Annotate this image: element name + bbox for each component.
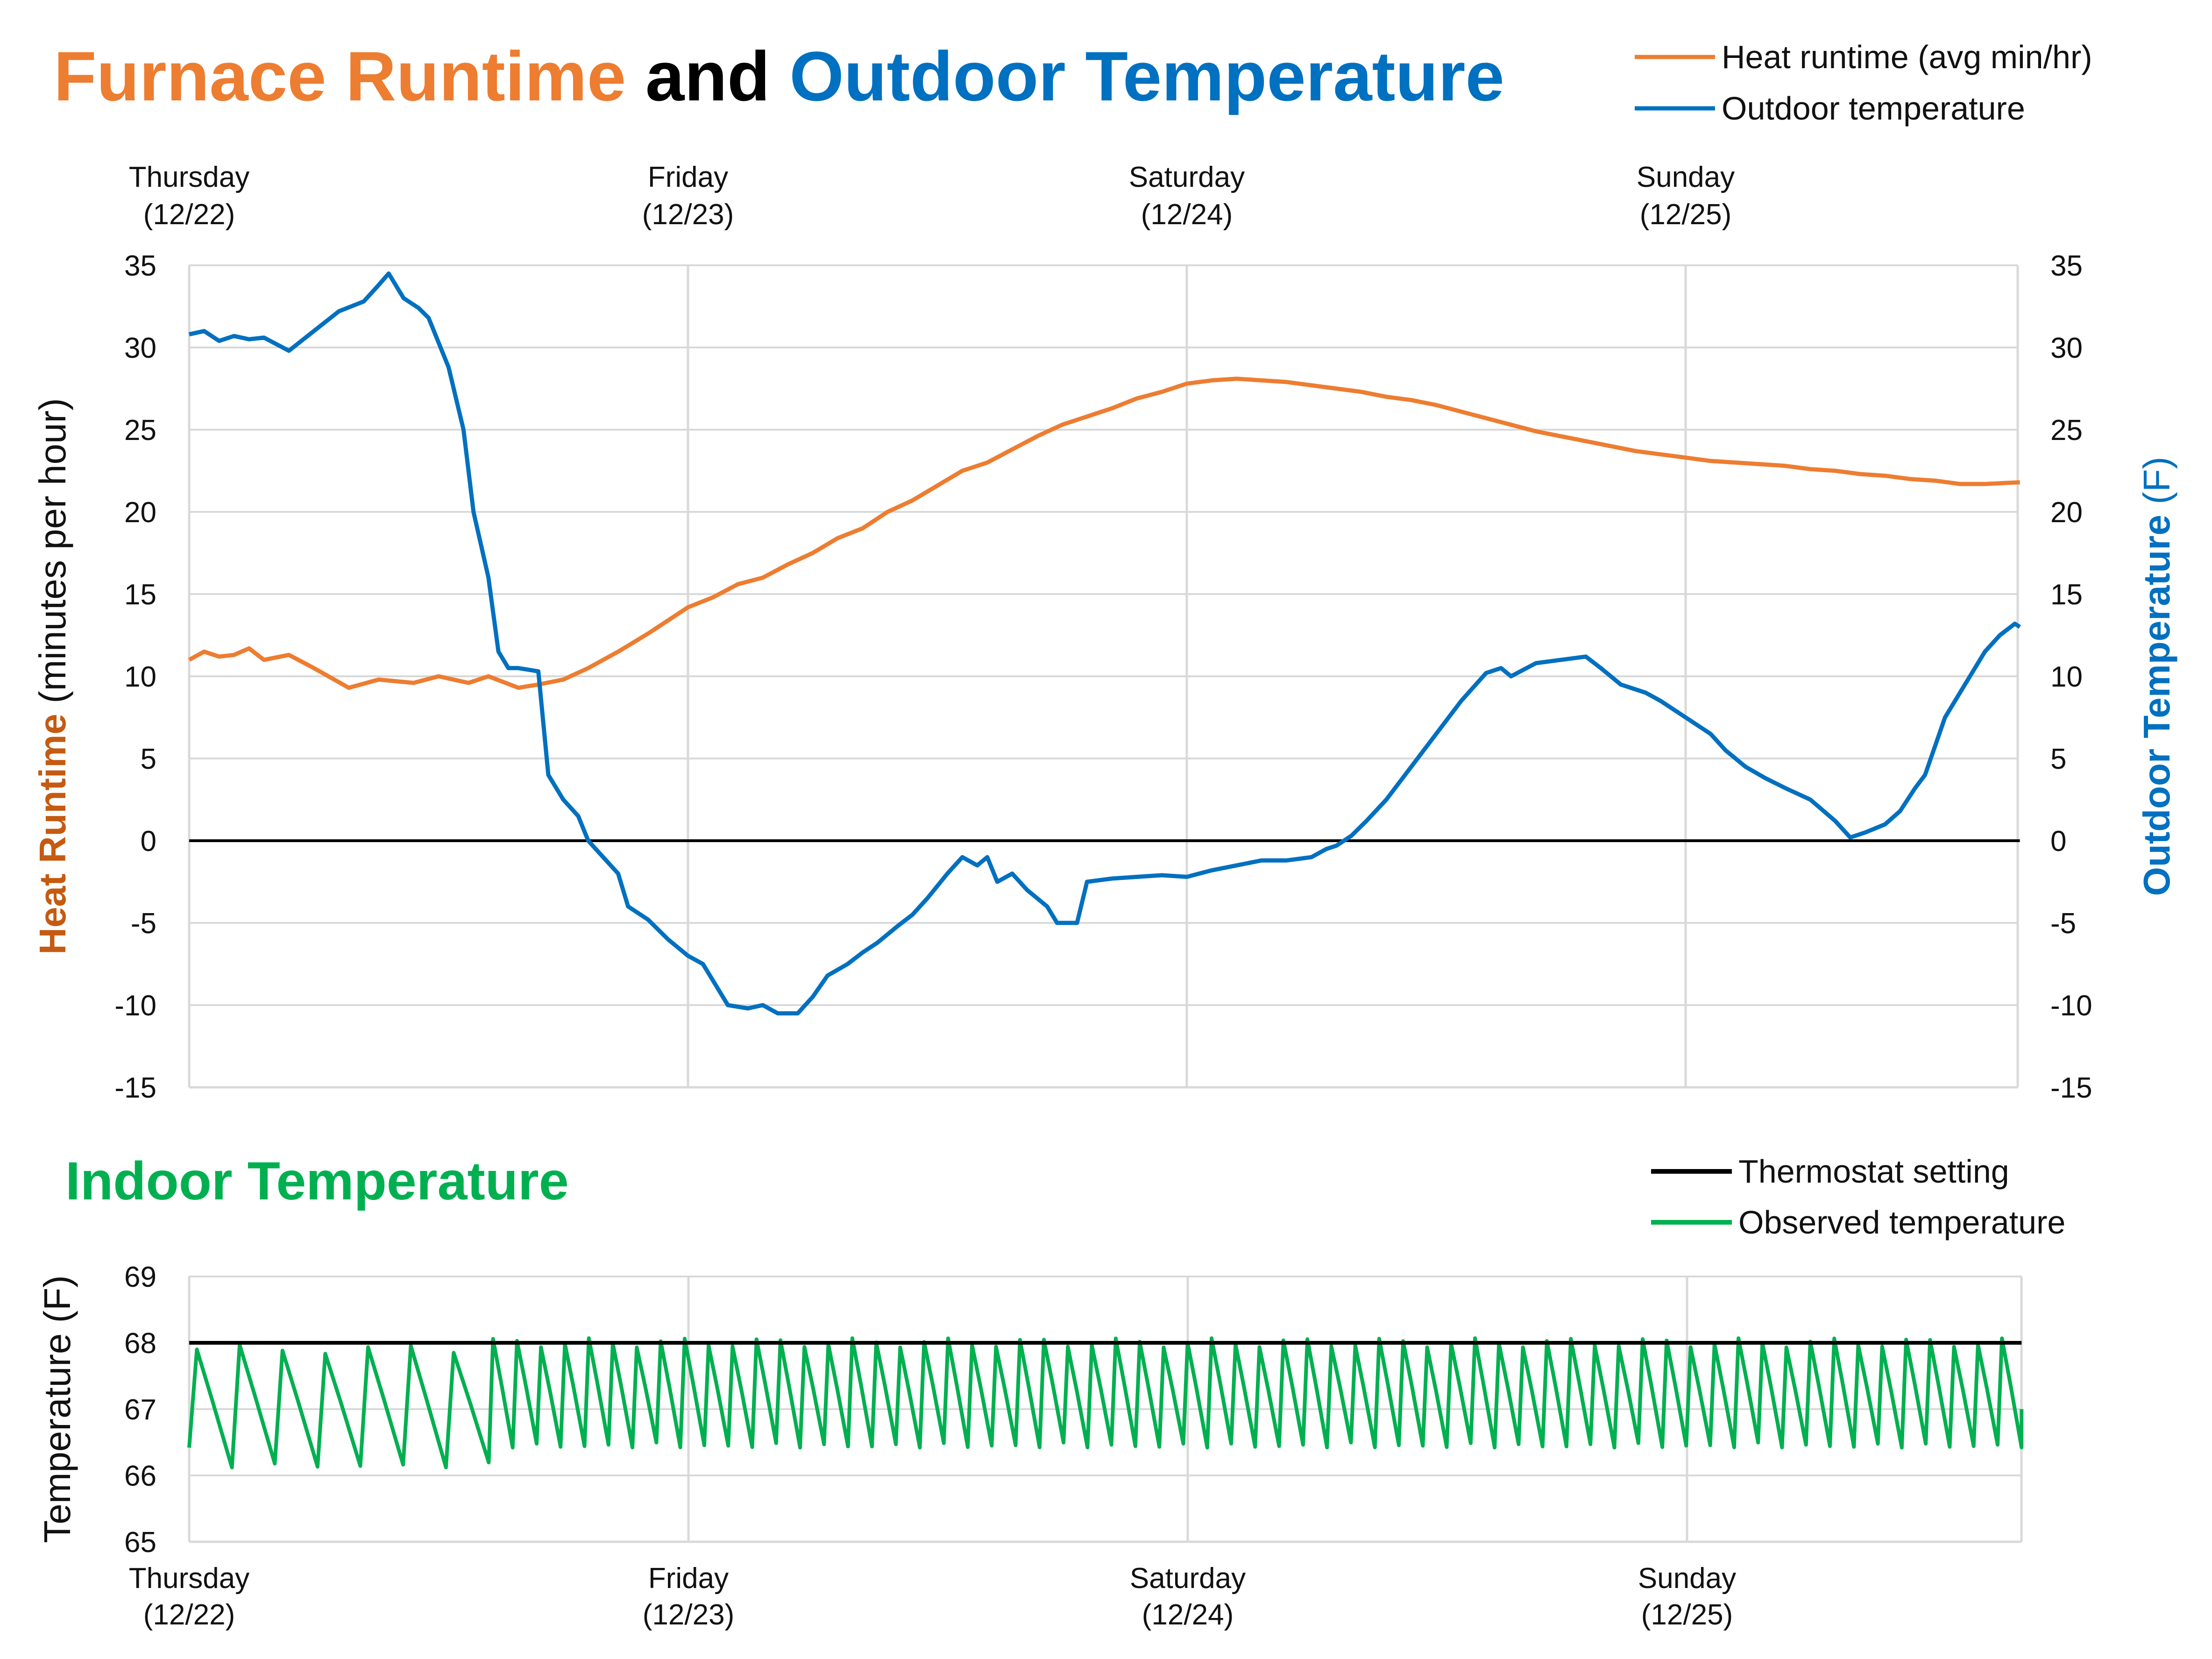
left-tick-10: 10 — [124, 661, 156, 693]
left-tick-25: 25 — [124, 414, 156, 447]
day-label-sunday-bottom: Sunday — [1638, 1562, 1736, 1595]
right-tick-0: 0 — [2050, 825, 2066, 858]
right-axis-title-rest: (F) — [2136, 457, 2177, 515]
bottom-tick-66: 66 — [124, 1460, 156, 1492]
left-tick-m5: -5 — [131, 907, 156, 940]
day-label-friday-top: Friday — [648, 161, 728, 193]
title-and: and — [626, 37, 789, 115]
left-axis-title: Heat Runtime (minutes per hour) — [32, 398, 73, 954]
bottom-tick-65: 65 — [124, 1526, 156, 1559]
right-tick-5: 5 — [2050, 743, 2066, 775]
right-axis-title: Outdoor Temperature (F) — [2136, 457, 2177, 896]
date-label-sunday-top: (12/25) — [1640, 199, 1731, 231]
right-tick-15: 15 — [2050, 579, 2083, 611]
right-tick-m10: -10 — [2050, 990, 2092, 1022]
bottom-legend: Thermostat setting Observed temperature — [1651, 1153, 2065, 1241]
right-tick-30: 30 — [2050, 332, 2083, 364]
runtime-series-line — [188, 376, 2020, 690]
left-tick-30: 30 — [124, 332, 156, 364]
left-axis-title-bold: Heat Runtime — [32, 714, 73, 955]
bottom-tick-67: 67 — [124, 1394, 156, 1426]
right-axis-title-bold: Outdoor Temperature — [2136, 515, 2177, 896]
top-left-ticks: 35 30 25 20 15 10 5 0 -5 -10 -15 — [114, 250, 156, 1104]
date-label-friday-top: (12/23) — [642, 199, 734, 231]
right-tick-35: 35 — [2050, 250, 2083, 282]
bottom-plot-grid — [188, 1276, 2023, 1543]
top-right-ticks: 35 30 25 20 15 10 5 0 -5 -10 -15 — [2050, 250, 2092, 1104]
left-tick-m15: -15 — [114, 1072, 156, 1104]
date-label-thursday-top: (12/22) — [143, 199, 235, 231]
legend-label-outdoor: Outdoor temperature — [1722, 90, 2025, 127]
day-label-sunday-top: Sunday — [1637, 161, 1735, 193]
right-tick-m5: -5 — [2050, 907, 2076, 940]
top-legend: Heat runtime (avg min/hr) Outdoor temper… — [1635, 39, 2092, 127]
legend-label-observed: Observed temperature — [1738, 1204, 2065, 1241]
day-label-saturday-top: Saturday — [1129, 161, 1245, 193]
day-label-saturday-bottom: Saturday — [1130, 1562, 1246, 1595]
left-axis-title-rest: (minutes per hour) — [32, 398, 73, 714]
top-day-labels: Thursday (12/22) Friday (12/23) Saturday… — [129, 161, 1735, 231]
title-outdoor: Outdoor Temperature — [789, 37, 1504, 115]
right-tick-10: 10 — [2050, 661, 2083, 693]
right-tick-m15: -15 — [2050, 1072, 2092, 1104]
observed-temperature-line — [187, 1336, 2024, 1469]
bottom-day-labels: Thursday (12/22) Friday (12/23) Saturday… — [129, 1562, 1736, 1631]
bottom-tick-68: 68 — [124, 1327, 156, 1360]
legend-label-thermostat: Thermostat setting — [1738, 1153, 2009, 1190]
left-tick-5: 5 — [141, 743, 156, 775]
outdoor-series-line — [189, 271, 2021, 1016]
left-tick-20: 20 — [124, 496, 156, 529]
day-label-thursday-bottom: Thursday — [129, 1562, 249, 1595]
bottom-axis-title: Temperature (F) — [36, 1275, 78, 1543]
date-label-saturday-top: (12/24) — [1141, 199, 1233, 231]
right-tick-25: 25 — [2050, 414, 2083, 447]
bottom-ticks: 69 68 67 66 65 — [124, 1261, 156, 1559]
left-tick-0: 0 — [141, 825, 156, 858]
bottom-tick-69: 69 — [124, 1261, 156, 1293]
chart-title: Furnace Runtime and Outdoor Temperature — [54, 37, 1504, 115]
day-label-friday-bottom: Friday — [648, 1562, 729, 1595]
date-label-sunday-bottom: (12/25) — [1641, 1599, 1733, 1631]
day-label-thursday-top: Thursday — [129, 161, 249, 193]
indoor-title: Indoor Temperature — [65, 1151, 569, 1211]
left-tick-m10: -10 — [114, 990, 156, 1022]
date-label-saturday-bottom: (12/24) — [1142, 1599, 1234, 1631]
legend-label-runtime: Heat runtime (avg min/hr) — [1722, 39, 2092, 75]
date-label-thursday-bottom: (12/22) — [143, 1599, 235, 1631]
left-tick-15: 15 — [124, 579, 156, 611]
top-plot-grid — [188, 264, 2019, 1089]
left-tick-35: 35 — [124, 250, 156, 282]
title-runtime: Furnace Runtime — [54, 37, 626, 115]
date-label-friday-bottom: (12/23) — [643, 1599, 734, 1631]
right-tick-20: 20 — [2050, 496, 2083, 529]
